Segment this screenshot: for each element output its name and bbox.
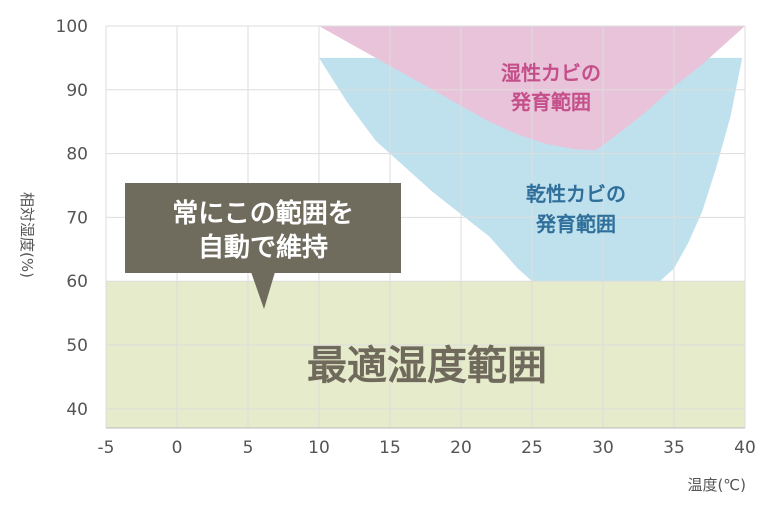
x-tick-label: 35 bbox=[663, 438, 685, 458]
x-axis-title: 温度(℃) bbox=[687, 476, 746, 494]
x-tick-label: 20 bbox=[450, 438, 472, 458]
x-tick-label: 5 bbox=[243, 438, 254, 458]
grid-layer bbox=[105, 25, 746, 429]
y-tick-label: 90 bbox=[66, 81, 88, 101]
x-tick-label: 40 bbox=[734, 438, 756, 458]
callout-line1: 常にこの範囲を bbox=[172, 198, 353, 229]
x-tick-label: 15 bbox=[379, 438, 401, 458]
callout: 常にこの範囲を 自動で維持 bbox=[125, 183, 401, 309]
optimal-zone-label: 最適湿度範囲 bbox=[307, 343, 547, 389]
y-tick-label: 100 bbox=[56, 17, 88, 37]
dry-mold-label-line1: 乾性カビの bbox=[526, 182, 626, 206]
x-tick-label: 30 bbox=[592, 438, 614, 458]
wet-mold-label-line1: 湿性カビの bbox=[501, 61, 601, 85]
optimal-zone bbox=[106, 281, 745, 428]
callout-box bbox=[125, 183, 401, 273]
wet-mold-label-line2: 発育範囲 bbox=[510, 90, 591, 114]
x-tick-label: 10 bbox=[308, 438, 330, 458]
y-tick-label: 60 bbox=[66, 272, 88, 292]
dry-mold-label-line2: 発育範囲 bbox=[535, 212, 616, 236]
callout-line2: 自動で維持 bbox=[198, 232, 328, 263]
callout-pointer bbox=[251, 272, 275, 309]
x-tick-label: 25 bbox=[521, 438, 543, 458]
x-tick-label: 0 bbox=[172, 438, 183, 458]
y-tick-label: 80 bbox=[66, 145, 88, 165]
y-tick-label: 40 bbox=[66, 400, 88, 420]
y-axis-title: 相対湿度(%) bbox=[18, 192, 36, 278]
ticks-layer: -5 0 5 10 15 20 25 30 35 40 100 90 80 70 60 50 40 bbox=[56, 17, 756, 458]
x-tick-label: -5 bbox=[98, 438, 115, 458]
y-tick-label: 70 bbox=[66, 208, 88, 228]
y-tick-label: 50 bbox=[66, 336, 88, 356]
